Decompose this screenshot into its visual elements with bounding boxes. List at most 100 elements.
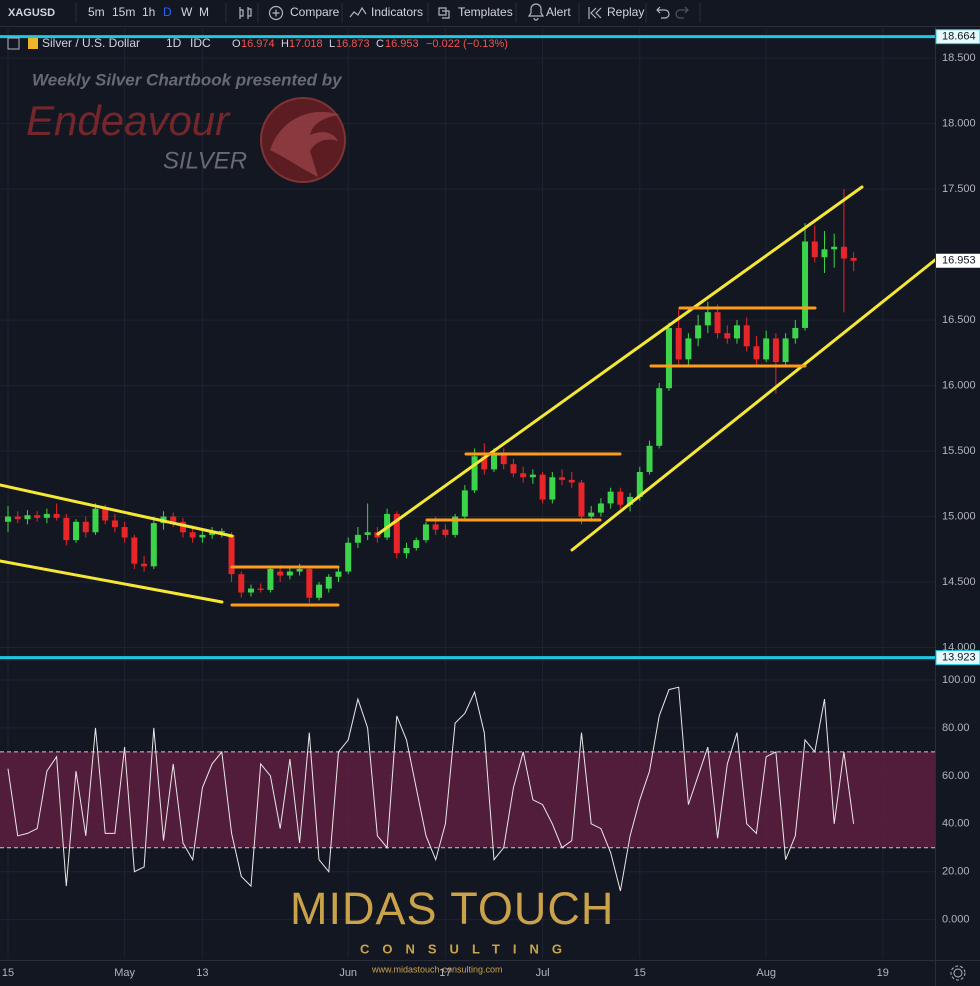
y-tick-label: 15.500 [942,445,976,457]
level-label-box [935,29,980,45]
candle-body [636,472,643,497]
y-tick-label: 14.500 [942,576,976,588]
watermark-brand: Endeavour [26,97,231,144]
candle-body [452,516,459,535]
candle-body [753,346,760,360]
candle-body [821,249,828,258]
y-tick-label: 80.00 [942,722,970,734]
candle-body [432,524,439,530]
settings-icon[interactable] [950,965,966,981]
toolbar-button[interactable]: Templates [458,5,513,19]
x-tick-label: 15 [2,967,14,979]
candle-body [529,474,536,478]
candle-body [121,527,128,538]
interval-button[interactable]: 1h [142,5,155,19]
watermark-midas: MIDAS TOUCH CONSULTING www.midastouch-co… [290,883,613,974]
candle-body [763,338,770,360]
symbol[interactable]: XAGUSD [8,7,55,19]
oscillator-line [7,686,855,892]
candle-body [53,513,60,518]
candle-body [665,327,672,389]
candle-body [277,571,284,576]
candle-body [209,532,216,535]
oscillator-marks [7,686,855,892]
candle-body [14,516,21,520]
candle-body [782,338,789,362]
candle-body [607,491,614,504]
y-tick-label: 16.500 [942,314,976,326]
oscillator-band [0,751,935,848]
candle-body [199,534,206,538]
candle-body [695,325,702,339]
interval-button[interactable]: 15m [112,5,135,19]
candle-body [306,568,313,598]
candle-body [627,496,634,505]
toolbar-button[interactable]: Indicators [371,5,423,19]
candle-body [743,325,750,347]
toolbar-button[interactable]: Alert [546,5,571,19]
candle-body [345,542,352,572]
toolbar: XAGUSD 5m 15m 1h D W M Compare Indicators Templat… [0,3,980,27]
candle-body [792,327,799,339]
watermark-brand-sub: SILVER [163,147,247,174]
candle-body [559,477,566,480]
chart-source: IDC [190,36,211,50]
candle-body [422,524,429,541]
candle-body [267,568,274,590]
x-tick-label: Jun [339,967,357,979]
ohlc-value: 16.974 [241,38,275,50]
candle-body [500,453,507,465]
toolbar-button[interactable]: Replay [607,5,644,19]
candle-body [811,241,818,258]
interval-button[interactable]: M [199,5,209,19]
candle-body [238,574,245,593]
ohlc-label: H [281,38,289,50]
candle-body [520,473,527,478]
x-tick-label: Aug [756,967,776,979]
watermark-endeavour: Weekly Silver Chartbook presented by End… [26,70,346,183]
candle-body [413,540,420,548]
candle-body [549,477,556,500]
candle-body [704,312,711,326]
candle-body [840,246,847,259]
toolbar-button[interactable]: Compare [290,5,340,19]
candle-body [578,482,585,517]
level-label: 13.923 [942,652,976,664]
candle-body [257,588,264,590]
candle-body [646,445,653,473]
candle-body [316,584,323,598]
y-tick-label: 18.500 [942,52,976,64]
candle-body [491,453,497,470]
ohlc-label: C [376,38,384,50]
interval-button[interactable]: W [181,5,193,19]
candle-body [597,503,604,513]
candle-body [63,517,70,541]
y-tick-label: 15.000 [942,510,976,522]
candle-body [179,521,186,533]
interval-button[interactable]: 5m [88,5,105,19]
oscillator-band-layer [0,751,935,849]
candle-body [131,537,138,564]
header-symbol-icon [28,38,38,49]
candle-body [617,491,624,505]
candle-body [734,325,740,339]
candle-body [43,513,50,518]
candle-body [73,521,80,541]
candle-body [802,241,809,328]
x-tick-label: 19 [877,967,889,979]
candle-body [393,513,400,554]
interval-button[interactable]: D [163,5,172,19]
candle-body [588,512,595,517]
header-icon [7,37,20,50]
candle-body [364,532,371,535]
trend-lines [0,185,935,604]
toolbar-separators [75,3,701,23]
toolbar-icons [239,3,689,21]
x-tick-label: 17 [439,967,451,979]
watermark-url: www.midastouch-consulting.com [371,964,503,974]
level-label-box [935,650,980,666]
candle-body [150,523,157,567]
watermark-logo-mark [270,111,340,177]
candle-body [442,529,449,535]
